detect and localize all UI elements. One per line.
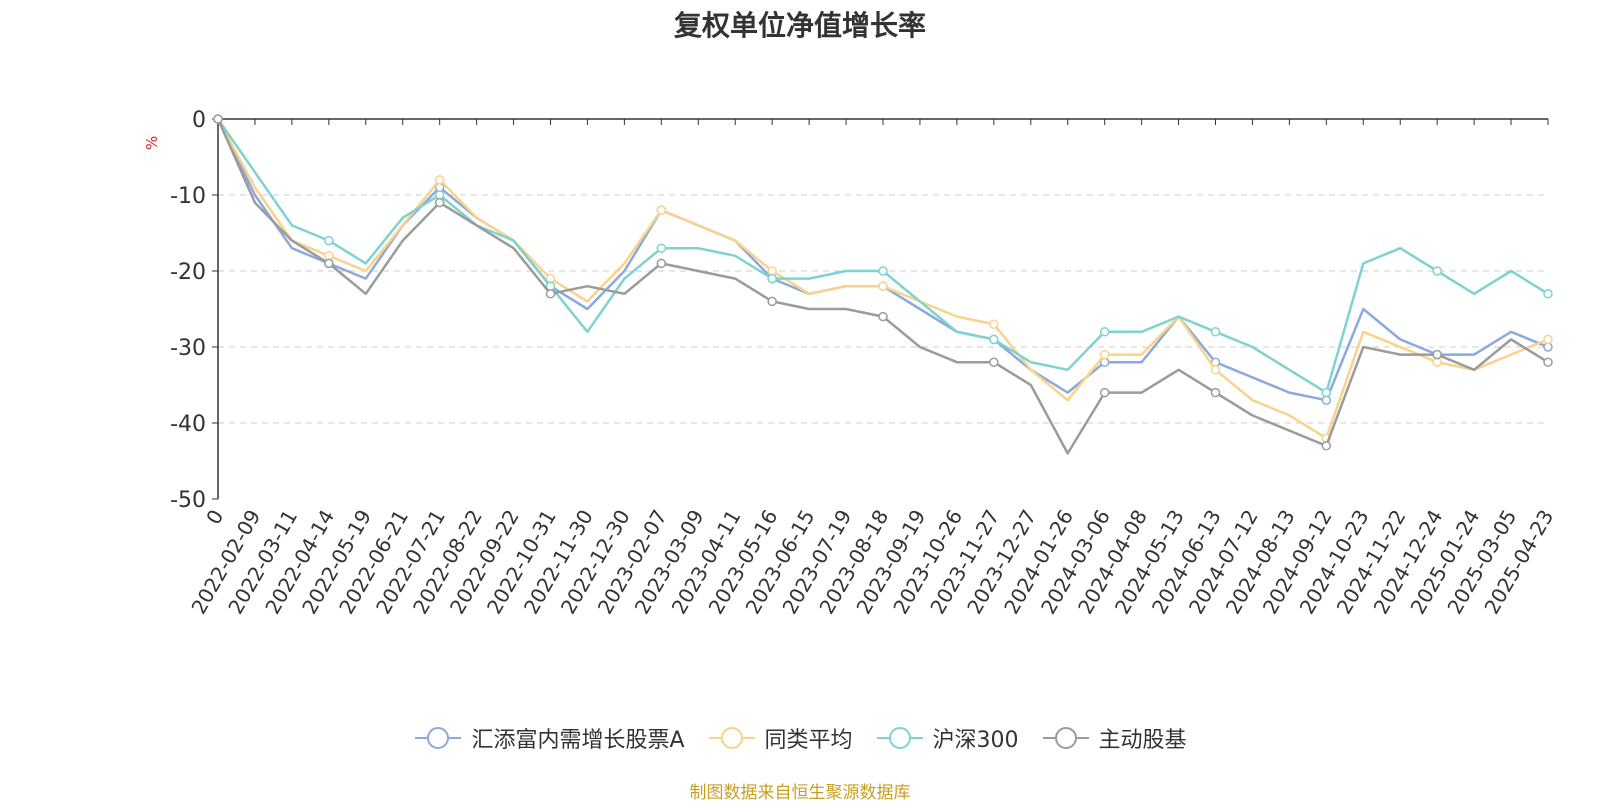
series-line-1 — [216, 118, 1549, 440]
series-line-0 — [216, 118, 1549, 402]
legend-marker — [415, 727, 462, 749]
legend-label: 沪深300 — [932, 728, 1019, 753]
series-line-2 — [216, 118, 1549, 394]
data-point — [656, 205, 667, 215]
data-point — [1432, 349, 1442, 360]
data-point — [1210, 387, 1221, 398]
y-tick-label: -20 — [170, 260, 206, 285]
data-point — [545, 289, 556, 299]
y-tick-label: 0 — [192, 108, 206, 133]
data-point — [1321, 387, 1332, 398]
data-point — [1099, 349, 1110, 360]
data-point — [1543, 289, 1553, 299]
data-point — [1543, 342, 1553, 352]
y-tick-label: -30 — [170, 336, 206, 361]
data-point — [1321, 441, 1332, 451]
legend-label: 同类平均 — [764, 728, 853, 753]
data-point — [1432, 357, 1442, 367]
data-point — [656, 258, 667, 269]
data-point — [434, 175, 445, 185]
y-tick-label: -40 — [170, 412, 206, 437]
data-point — [1210, 327, 1221, 337]
legend: 汇添富内需增长股票A 同类平均 沪深300 主动股基 — [0, 722, 1600, 754]
legend-marker — [876, 727, 923, 749]
legend-marker — [708, 727, 755, 749]
data-point — [324, 251, 334, 261]
source-note: 制图数据来自恒生聚源数据库 — [689, 783, 911, 803]
data-point — [989, 319, 999, 329]
data-point — [989, 357, 999, 367]
legend-item[interactable]: 沪深300 — [875, 722, 1019, 754]
legend-label: 主动股基 — [1098, 728, 1187, 753]
data-point — [767, 266, 777, 276]
data-point — [767, 273, 777, 284]
data-point — [1321, 395, 1332, 405]
data-point — [878, 311, 888, 322]
data-point — [434, 197, 445, 208]
data-point — [1099, 387, 1110, 398]
data-point — [213, 114, 223, 124]
legend-item[interactable]: 主动股基 — [1041, 722, 1187, 754]
chart-title: 复权单位净值增长率 — [673, 9, 926, 42]
x-tick-label: 0 — [201, 506, 228, 529]
y-tick-label: -10 — [170, 184, 206, 209]
data-point — [767, 296, 777, 307]
legend-item[interactable]: 同类平均 — [707, 722, 853, 754]
data-point — [324, 258, 334, 269]
data-point — [1210, 365, 1221, 375]
data-point — [656, 243, 667, 253]
data-point — [324, 235, 334, 246]
data-point — [989, 334, 999, 345]
y-tick-label: -50 — [170, 488, 206, 513]
data-point — [434, 190, 445, 200]
data-point — [1543, 334, 1553, 345]
data-point — [1543, 357, 1553, 367]
legend-marker — [1042, 727, 1089, 749]
data-point — [1432, 266, 1442, 276]
data-point — [878, 266, 888, 276]
data-point — [878, 281, 888, 291]
legend-label: 汇添富内需增长股票A — [471, 728, 685, 753]
data-point — [1099, 327, 1110, 337]
legend-item[interactable]: 汇添富内需增长股票A — [413, 722, 685, 754]
